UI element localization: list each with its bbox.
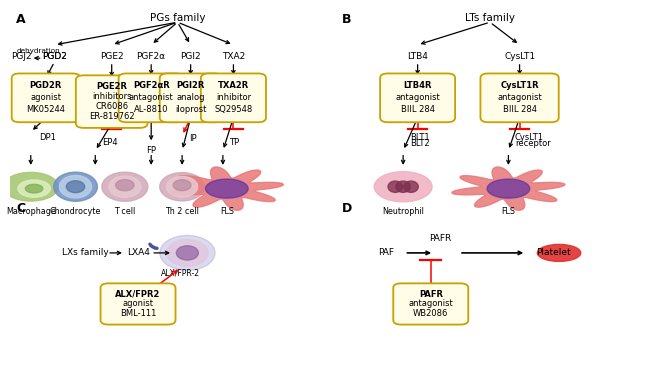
Text: antagonist: antagonist	[408, 299, 453, 309]
Text: antagonist: antagonist	[497, 93, 542, 102]
Text: PAFR: PAFR	[429, 234, 452, 243]
Ellipse shape	[374, 171, 432, 202]
Text: C: C	[16, 202, 25, 215]
Text: Chondrocyte: Chondrocyte	[50, 207, 101, 216]
Ellipse shape	[160, 173, 205, 201]
Ellipse shape	[3, 172, 58, 201]
Ellipse shape	[173, 180, 191, 190]
Text: PGD2R: PGD2R	[29, 81, 62, 90]
Text: D: D	[342, 202, 352, 215]
Text: analog: analog	[177, 93, 205, 102]
FancyBboxPatch shape	[201, 74, 266, 122]
Polygon shape	[487, 179, 530, 198]
Text: TXA2: TXA2	[222, 53, 245, 61]
FancyBboxPatch shape	[480, 74, 559, 122]
Text: LXA4: LXA4	[127, 248, 150, 258]
Text: FLS: FLS	[501, 207, 515, 216]
Text: Platelet: Platelet	[536, 248, 571, 258]
Ellipse shape	[177, 246, 199, 260]
Text: WB2086: WB2086	[413, 309, 448, 318]
Text: PGF2αR: PGF2αR	[133, 81, 169, 90]
Text: CR6086: CR6086	[95, 102, 128, 111]
Text: iloprost: iloprost	[175, 106, 206, 114]
Text: CysLT1R: CysLT1R	[500, 81, 539, 90]
Text: BIIL 284: BIIL 284	[502, 106, 537, 114]
Polygon shape	[171, 167, 284, 210]
Text: PGE2: PGE2	[100, 53, 124, 61]
Text: PGJ2: PGJ2	[11, 53, 32, 61]
Text: Th 2 cell: Th 2 cell	[165, 207, 199, 216]
FancyBboxPatch shape	[118, 74, 184, 122]
Ellipse shape	[66, 181, 85, 193]
Text: FP: FP	[147, 146, 156, 155]
Text: ALX/FPR-2: ALX/FPR-2	[161, 269, 200, 278]
Text: PAF: PAF	[378, 248, 394, 258]
Text: PGI2: PGI2	[181, 53, 201, 61]
FancyBboxPatch shape	[393, 283, 468, 325]
Text: Neutrophil: Neutrophil	[382, 207, 424, 216]
Text: PGD2: PGD2	[42, 53, 67, 61]
Text: BML-111: BML-111	[120, 309, 156, 318]
FancyBboxPatch shape	[100, 283, 175, 325]
Text: FLS: FLS	[220, 207, 234, 216]
Polygon shape	[205, 179, 248, 198]
Text: agonist: agonist	[30, 93, 62, 102]
Text: T cell: T cell	[114, 207, 136, 216]
Ellipse shape	[54, 172, 98, 201]
Text: TXA2R: TXA2R	[218, 81, 249, 90]
Text: PGE2R: PGE2R	[96, 82, 127, 91]
Text: ALX/FPR2: ALX/FPR2	[115, 290, 161, 299]
Text: CysLT1: CysLT1	[504, 53, 535, 61]
Text: inhibitor: inhibitor	[216, 93, 251, 102]
Polygon shape	[452, 167, 565, 210]
Text: BLT1: BLT1	[409, 133, 429, 142]
Text: LTs family: LTs family	[465, 13, 515, 23]
Text: receptor: receptor	[515, 139, 551, 149]
Text: EP4: EP4	[102, 138, 118, 147]
Text: TP: TP	[229, 138, 240, 147]
Ellipse shape	[25, 184, 43, 193]
Text: ER-819762: ER-819762	[89, 112, 134, 121]
Ellipse shape	[116, 179, 134, 191]
Ellipse shape	[167, 176, 198, 197]
Text: SQ29548: SQ29548	[214, 106, 252, 114]
Text: inhibitors: inhibitors	[92, 92, 131, 101]
Text: PAFR: PAFR	[419, 290, 443, 299]
Text: LXs family: LXs family	[62, 248, 109, 258]
Ellipse shape	[160, 235, 215, 271]
Text: antagonist: antagonist	[395, 93, 440, 102]
Ellipse shape	[388, 181, 403, 192]
Ellipse shape	[396, 181, 410, 192]
Text: AL-8810: AL-8810	[134, 106, 169, 114]
Text: MK05244: MK05244	[26, 106, 66, 114]
FancyBboxPatch shape	[380, 74, 455, 122]
FancyBboxPatch shape	[76, 75, 148, 128]
FancyBboxPatch shape	[160, 74, 221, 122]
Text: A: A	[16, 13, 26, 26]
Text: PGF2α: PGF2α	[136, 53, 166, 61]
Text: antagonist: antagonist	[129, 93, 173, 102]
Text: PGI2R: PGI2R	[177, 81, 205, 90]
Ellipse shape	[60, 176, 92, 198]
Text: LTB4R: LTB4R	[403, 81, 432, 90]
Text: BIIL 284: BIIL 284	[401, 106, 435, 114]
FancyBboxPatch shape	[12, 74, 80, 122]
Text: DP1: DP1	[39, 133, 56, 142]
Ellipse shape	[109, 176, 141, 197]
Text: dehydration: dehydration	[16, 48, 60, 54]
Text: agonist: agonist	[122, 299, 153, 309]
Text: PGs family: PGs family	[150, 13, 205, 23]
Text: B: B	[342, 13, 351, 26]
Text: PGD2: PGD2	[42, 53, 67, 61]
Text: CysLT1: CysLT1	[515, 133, 544, 142]
Ellipse shape	[167, 239, 208, 266]
Ellipse shape	[404, 181, 418, 192]
Text: IP: IP	[189, 134, 196, 143]
Ellipse shape	[18, 180, 50, 197]
Ellipse shape	[102, 172, 148, 201]
Ellipse shape	[537, 244, 581, 261]
Text: BLT2: BLT2	[409, 139, 429, 149]
Text: LTB4: LTB4	[407, 53, 428, 61]
Text: Macrophage: Macrophage	[6, 207, 56, 216]
